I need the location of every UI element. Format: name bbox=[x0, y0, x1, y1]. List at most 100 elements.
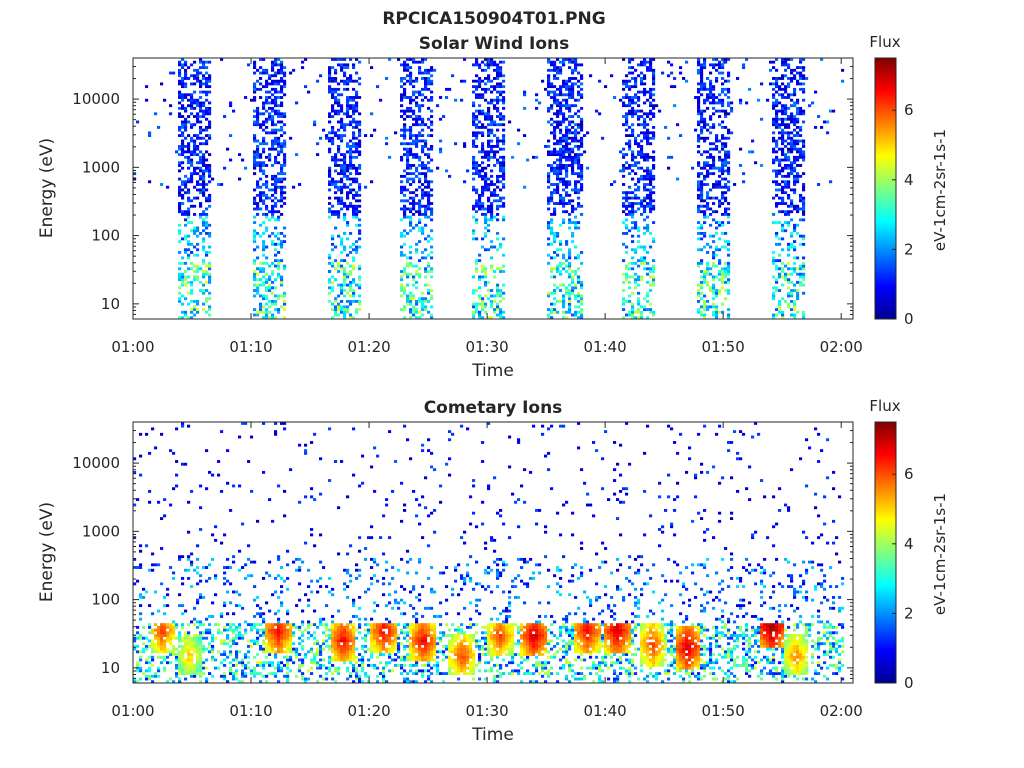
heat-cell bbox=[640, 177, 644, 181]
heat-cell bbox=[742, 63, 746, 67]
heat-cell bbox=[802, 188, 806, 192]
heat-cell bbox=[376, 85, 380, 89]
heat-cell bbox=[697, 264, 701, 268]
heat-cell bbox=[199, 60, 203, 64]
heat-cell bbox=[562, 299, 566, 303]
heat-cell bbox=[259, 302, 263, 306]
heat-cell bbox=[730, 109, 734, 113]
heat-cell bbox=[631, 313, 635, 317]
heat-cell bbox=[265, 155, 269, 159]
heat-cell bbox=[217, 460, 221, 463]
heat-cell bbox=[781, 147, 785, 151]
heat-cell bbox=[784, 158, 788, 162]
heat-cell bbox=[349, 120, 353, 124]
heat-cell bbox=[181, 115, 185, 118]
heat-cell bbox=[418, 272, 422, 276]
heat-cell bbox=[268, 210, 272, 214]
heat-cell bbox=[790, 161, 794, 165]
heat-cell bbox=[787, 66, 791, 70]
heat-cell bbox=[559, 147, 563, 151]
heat-cell bbox=[205, 628, 209, 632]
heat-cell bbox=[331, 155, 335, 159]
heat-cell bbox=[721, 221, 725, 224]
heat-cell bbox=[715, 185, 719, 189]
heat-cell bbox=[493, 134, 497, 137]
heat-cell bbox=[199, 674, 203, 678]
heat-cell bbox=[790, 308, 794, 311]
heat-cell bbox=[649, 169, 653, 173]
heat-cell bbox=[211, 644, 215, 648]
heat-cell bbox=[400, 93, 404, 97]
heat-cell bbox=[796, 280, 800, 284]
heat-cell bbox=[274, 180, 278, 184]
heat-cell bbox=[202, 188, 206, 192]
heat-cell bbox=[280, 280, 284, 284]
heat-cell bbox=[577, 310, 581, 314]
heat-cell bbox=[205, 98, 209, 102]
heat-cell bbox=[721, 125, 725, 129]
heat-cell bbox=[274, 286, 278, 290]
heat-cell bbox=[193, 115, 197, 118]
heat-cell bbox=[406, 63, 410, 67]
heat-cell bbox=[280, 85, 284, 89]
heat-cell bbox=[208, 112, 212, 116]
heat-cell bbox=[637, 145, 641, 148]
heat-cell bbox=[358, 145, 362, 148]
heat-cell bbox=[205, 449, 209, 453]
heat-cell bbox=[559, 289, 563, 292]
heat-cell bbox=[277, 177, 281, 181]
heat-cell bbox=[640, 71, 644, 75]
heat-cell bbox=[274, 90, 278, 94]
heat-cell bbox=[400, 232, 404, 235]
heat-cell bbox=[184, 77, 188, 80]
heat-cell bbox=[283, 164, 287, 167]
heat-cell bbox=[202, 248, 206, 252]
heat-cell bbox=[568, 147, 572, 151]
heat-cell bbox=[274, 204, 278, 208]
heat-cell bbox=[574, 207, 578, 211]
heat-cell bbox=[349, 204, 353, 208]
heat-cell bbox=[280, 166, 284, 170]
heat-cell bbox=[718, 71, 722, 75]
heat-cell bbox=[643, 120, 647, 124]
heat-cell bbox=[181, 85, 185, 89]
heat-cell bbox=[253, 308, 257, 311]
heat-cell bbox=[355, 177, 359, 181]
heat-cell bbox=[628, 85, 632, 89]
heat-cell bbox=[754, 161, 758, 165]
heat-cell bbox=[631, 177, 635, 181]
heat-cell bbox=[559, 68, 563, 72]
heat-cell bbox=[652, 150, 656, 154]
heat-cell bbox=[790, 147, 794, 151]
heat-cell bbox=[475, 58, 479, 61]
heat-cell bbox=[352, 280, 356, 284]
heat-cell bbox=[223, 115, 227, 118]
heat-cell bbox=[715, 109, 719, 113]
heat-cell bbox=[274, 294, 278, 298]
heat-cell bbox=[178, 101, 182, 105]
heat-cell bbox=[499, 196, 503, 200]
heat-cell bbox=[496, 302, 500, 306]
heat-cell bbox=[649, 310, 653, 314]
heat-cell bbox=[409, 251, 413, 254]
heat-cell bbox=[424, 153, 428, 157]
heat-cell bbox=[196, 71, 200, 75]
heat-cell bbox=[577, 299, 581, 303]
heat-cell bbox=[778, 259, 782, 263]
heat-cell bbox=[481, 185, 485, 189]
heat-cell bbox=[148, 631, 152, 635]
heat-cell bbox=[253, 261, 257, 265]
heat-cell bbox=[775, 204, 779, 208]
heat-cell bbox=[196, 666, 200, 670]
heat-cell bbox=[712, 283, 716, 287]
heat-cell bbox=[328, 90, 332, 94]
heat-cell bbox=[403, 212, 407, 216]
heat-cell bbox=[622, 299, 626, 303]
colorbar-tick-label: 2 bbox=[904, 240, 914, 258]
heat-cell bbox=[196, 253, 200, 257]
heat-cell bbox=[199, 174, 203, 178]
heat-cell bbox=[487, 164, 491, 167]
heat-cell bbox=[277, 142, 281, 146]
heat-cell bbox=[205, 299, 209, 303]
heat-cell bbox=[196, 571, 200, 575]
